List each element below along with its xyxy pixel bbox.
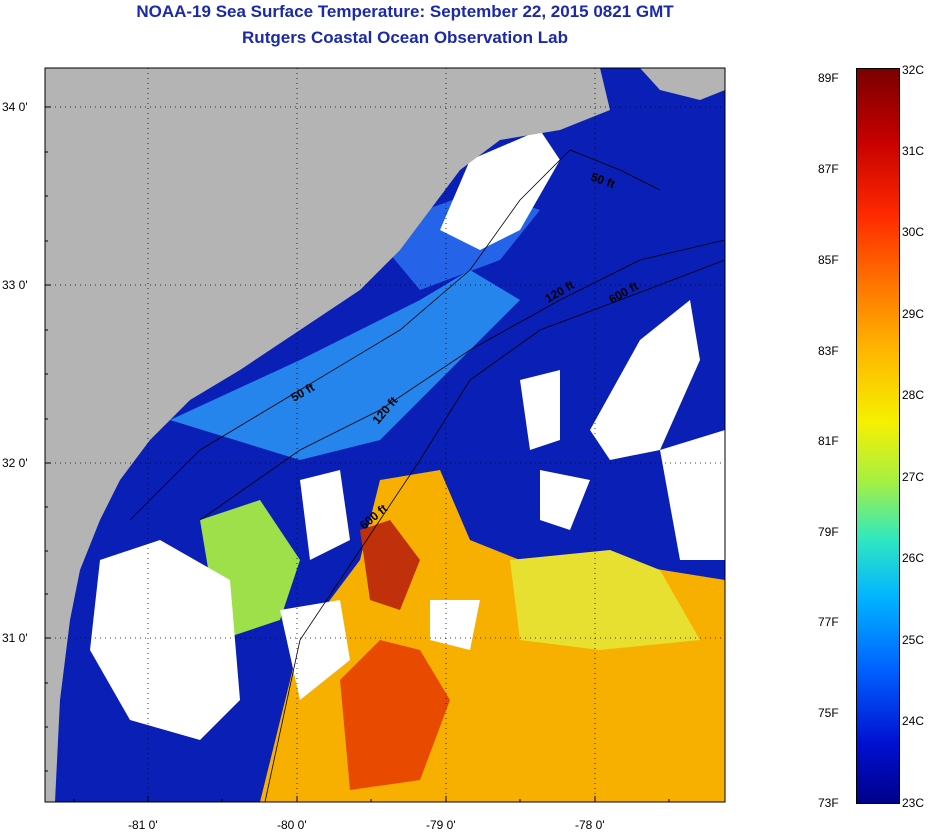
hot-water-patch bbox=[340, 640, 450, 790]
axis-ticks bbox=[45, 106, 670, 802]
graticule bbox=[45, 68, 725, 802]
celsius-label: 28C bbox=[902, 388, 925, 402]
cloud-mask bbox=[520, 370, 560, 450]
celsius-label: 31C bbox=[902, 144, 925, 158]
mid-water-region bbox=[510, 550, 700, 650]
lon-label: -79 0' bbox=[426, 818, 456, 832]
lon-label: -78 0' bbox=[575, 818, 605, 832]
fahrenheit-label: 83F bbox=[818, 344, 839, 358]
fahrenheit-label: 73F bbox=[818, 796, 839, 810]
fahrenheit-label: 81F bbox=[818, 434, 839, 448]
lat-label: 31 0' bbox=[2, 631, 28, 645]
celsius-label: 32C bbox=[902, 63, 925, 77]
cloud-mask bbox=[660, 430, 725, 560]
fahrenheit-label: 89F bbox=[818, 71, 839, 85]
fahrenheit-label: 77F bbox=[818, 615, 839, 629]
lat-label: 34 0' bbox=[2, 100, 28, 114]
fahrenheit-label: 79F bbox=[818, 525, 839, 539]
fahrenheit-label: 75F bbox=[818, 706, 839, 720]
land-mass bbox=[45, 68, 610, 802]
contour-600ft bbox=[264, 259, 725, 802]
chart-title: NOAA-19 Sea Surface Temperature: Septemb… bbox=[136, 2, 674, 21]
chart-subtitle: Rutgers Coastal Ocean Observation Lab bbox=[242, 28, 568, 47]
contour-120ft bbox=[199, 239, 725, 521]
cool-shelf-band bbox=[170, 270, 520, 460]
cloud-mask bbox=[90, 540, 240, 740]
map-frame bbox=[44, 67, 726, 803]
fahrenheit-label: 85F bbox=[818, 253, 839, 267]
contour-50ft bbox=[129, 149, 661, 521]
lon-label: -80 0' bbox=[277, 818, 307, 832]
fahrenheit-label: 87F bbox=[818, 162, 839, 176]
lat-label: 33 0' bbox=[2, 278, 28, 292]
celsius-label: 27C bbox=[902, 470, 925, 484]
celsius-label: 30C bbox=[902, 225, 925, 239]
celsius-label: 24C bbox=[902, 714, 925, 728]
cloud-mask bbox=[280, 600, 350, 700]
colorbar bbox=[856, 68, 900, 804]
cloud-mask bbox=[590, 300, 700, 460]
cloud-mask bbox=[300, 470, 350, 560]
lon-label: -81 0' bbox=[128, 818, 158, 832]
celsius-label: 29C bbox=[902, 307, 925, 321]
celsius-label: 23C bbox=[902, 796, 925, 810]
celsius-label: 25C bbox=[902, 633, 925, 647]
cloud-mask bbox=[540, 470, 590, 530]
hot-water-patch bbox=[360, 520, 420, 610]
cloud-mask bbox=[430, 600, 480, 650]
lat-label: 32 0' bbox=[2, 456, 28, 470]
celsius-label: 26C bbox=[902, 551, 925, 565]
land-mass bbox=[640, 68, 725, 100]
